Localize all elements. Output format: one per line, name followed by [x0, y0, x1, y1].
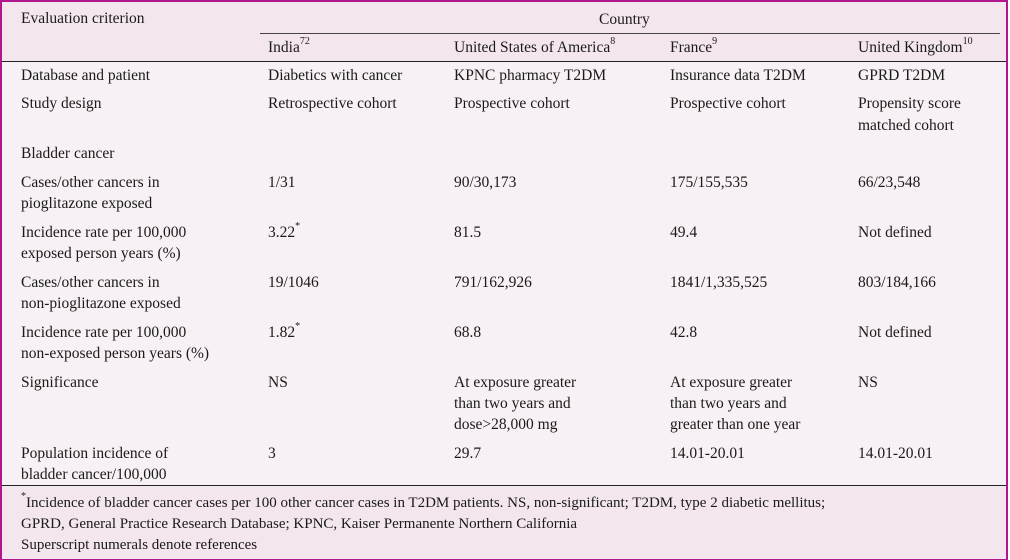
footnote-marker: *: [295, 320, 301, 332]
table-footnotes: [2, 485, 1006, 559]
cell-database-usa: KPNC pharmacy T2DM: [454, 67, 607, 84]
cell-significance-france-line2: than two years and: [670, 395, 787, 412]
footnote-marker: *: [21, 491, 26, 502]
cell-cases-exposed-usa: 90/30,173: [454, 174, 517, 191]
header-country-india: India72: [268, 35, 310, 56]
header-country-group: Country: [599, 11, 650, 28]
row-label-incidence-exposed-line1: Incidence rate per 100,000: [21, 224, 187, 241]
row-label-study-design: Study design: [21, 95, 102, 112]
cell-significance-usa-line3: dose>28,000 mg: [454, 416, 558, 433]
row-label-database: Database and patient: [21, 67, 151, 84]
cell-population-france: 14.01-20.01: [670, 445, 745, 462]
reference-superscript: 9: [712, 35, 718, 47]
cell-significance-uk: NS: [858, 374, 878, 391]
row-label-incidence-exposed-line2: exposed person years (%): [21, 245, 181, 262]
cell-design-france: Prospective cohort: [670, 95, 786, 112]
row-label-population-line2: bladder cancer/100,000: [21, 466, 167, 483]
footnote-line-2: GPRD, General Practice Research Database…: [21, 516, 578, 532]
cell-significance-india: NS: [268, 374, 288, 391]
cell-design-uk-line2: matched cohort: [858, 117, 954, 134]
row-label-cases-nonexposed-line1: Cases/other cancers in: [21, 274, 160, 291]
header-country-uk: United Kingdom10: [858, 35, 973, 56]
cell-cases-exposed-india: 1/31: [268, 174, 296, 191]
header-country-usa: United States of America8: [454, 35, 616, 56]
cell-population-india: 3: [268, 445, 276, 462]
cell-population-usa: 29.7: [454, 445, 482, 462]
cell-incidence-exposed-france: 49.4: [670, 224, 698, 241]
cell-cases-exposed-france: 175/155,535: [670, 174, 748, 191]
cell-incidence-exposed-india: 3.22*: [268, 220, 301, 241]
cell-incidence-nonexposed-india: 1.82*: [268, 320, 301, 341]
cell-significance-france-line3: greater than one year: [670, 416, 801, 433]
cell-significance-usa-line1: At exposure greater: [454, 374, 577, 391]
cell-incidence-nonexposed-usa: 68.8: [454, 324, 482, 341]
country-group-rule: [260, 33, 1000, 34]
row-label-incidence-nonexposed-line1: Incidence rate per 100,000: [21, 324, 187, 341]
cell-database-uk: GPRD T2DM: [858, 67, 946, 84]
cell-cases-nonexposed-usa: 791/162,926: [454, 274, 532, 291]
footnote-marker: *: [295, 220, 301, 232]
cell-cases-nonexposed-uk: 803/184,166: [858, 274, 936, 291]
reference-superscript: 10: [962, 35, 973, 47]
cell-database-india: Diabetics with cancer: [268, 67, 403, 84]
cell-significance-france-line1: At exposure greater: [670, 374, 793, 391]
table-header: [2, 2, 1006, 62]
footnote-line-1: *Incidence of bladder cancer cases per 1…: [21, 491, 826, 512]
row-label-cases-exposed-line1: Cases/other cancers in: [21, 174, 160, 191]
header-country-france: France9: [670, 35, 718, 56]
cell-incidence-nonexposed-uk: Not defined: [858, 324, 932, 341]
cell-population-uk: 14.01-20.01: [858, 445, 933, 462]
cell-database-france: Insurance data T2DM: [670, 67, 806, 84]
row-label-bladder-cancer: Bladder cancer: [21, 145, 115, 162]
reference-superscript: 72: [299, 35, 310, 47]
row-label-cases-exposed-line2: pioglitazone exposed: [21, 195, 153, 212]
row-label-population-line1: Population incidence of: [21, 445, 169, 462]
table-body: [2, 62, 1006, 485]
cell-design-usa: Prospective cohort: [454, 95, 570, 112]
row-label-significance: Significance: [21, 374, 99, 391]
cell-significance-usa-line2: than two years and: [454, 395, 571, 412]
cell-incidence-exposed-usa: 81.5: [454, 224, 482, 241]
cell-cases-nonexposed-india: 19/1046: [268, 274, 319, 291]
cell-design-uk-line1: Propensity score: [858, 95, 961, 112]
cell-incidence-nonexposed-france: 42.8: [670, 324, 698, 341]
cell-cases-nonexposed-france: 1841/1,335,525: [670, 274, 768, 291]
cell-design-india: Retrospective cohort: [268, 95, 397, 112]
footnote-line-3: Superscript numerals denote references: [21, 537, 258, 553]
header-evaluation-criterion: Evaluation criterion: [21, 10, 145, 27]
cell-incidence-exposed-uk: Not defined: [858, 224, 932, 241]
row-label-incidence-nonexposed-line2: non-exposed person years (%): [21, 345, 210, 362]
reference-superscript: 8: [610, 35, 616, 47]
row-label-cases-nonexposed-line2: non-pioglitazone exposed: [21, 295, 181, 312]
cell-cases-exposed-uk: 66/23,548: [858, 174, 921, 191]
